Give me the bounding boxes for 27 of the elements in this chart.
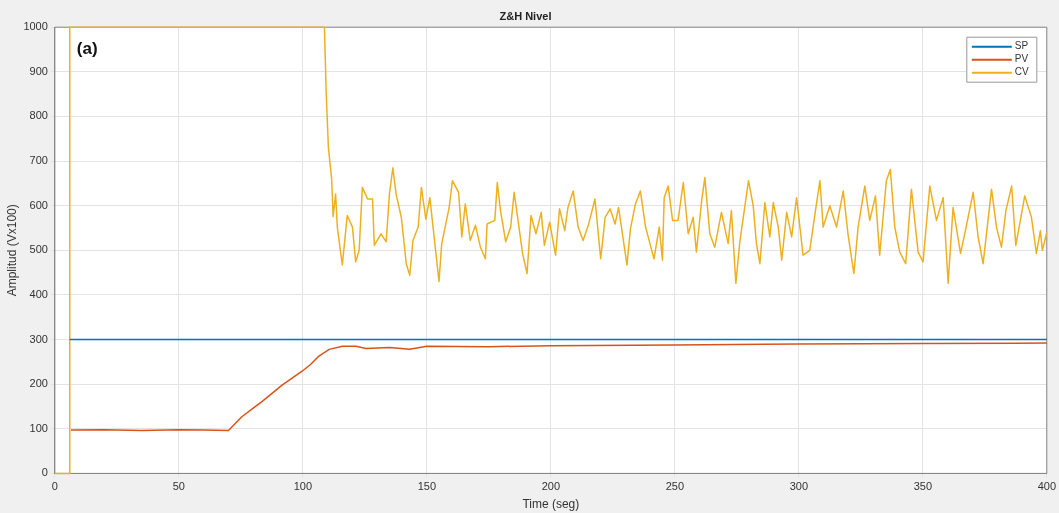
y-tick-label: 300 bbox=[29, 332, 48, 345]
x-tick-label: 400 bbox=[1037, 480, 1056, 493]
y-tick-label: 600 bbox=[29, 198, 48, 211]
y-tick-label: 700 bbox=[29, 154, 48, 167]
y-tick-label: 400 bbox=[29, 287, 48, 300]
legend-label: CV bbox=[1014, 66, 1030, 78]
y-tick-label: 500 bbox=[29, 243, 48, 256]
x-tick-label: 250 bbox=[665, 480, 685, 493]
x-tick-label: 0 bbox=[51, 480, 58, 493]
legend-label: PV bbox=[1014, 53, 1029, 65]
x-axis-title: Time (seg) bbox=[522, 497, 580, 512]
x-tick-label: 200 bbox=[541, 480, 561, 493]
y-tick-label: 800 bbox=[29, 109, 48, 122]
x-tick-label: 50 bbox=[172, 480, 185, 493]
y-axis-title: Amplitud (Vx100) bbox=[4, 204, 19, 297]
x-tick-label: 150 bbox=[417, 480, 437, 493]
y-tick-label: 0 bbox=[41, 466, 48, 479]
y-tick-label: 200 bbox=[29, 377, 48, 390]
y-tick-label: 900 bbox=[29, 64, 48, 77]
legend-label: SP bbox=[1014, 40, 1029, 52]
y-tick-label: 1000 bbox=[23, 20, 48, 33]
x-tick-label: 100 bbox=[293, 480, 313, 493]
chart-title: Z&H Nivel bbox=[499, 9, 552, 22]
x-tick-label: 300 bbox=[789, 480, 809, 493]
y-tick-label: 100 bbox=[29, 421, 48, 434]
x-tick-label: 350 bbox=[913, 480, 933, 493]
annotation: (a) bbox=[76, 39, 98, 59]
